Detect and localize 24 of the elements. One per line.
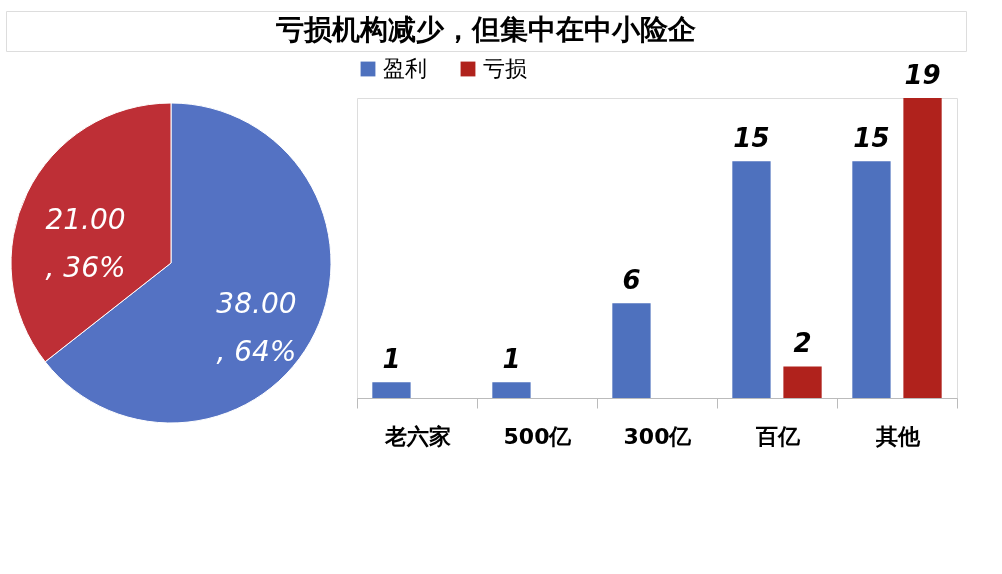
data-label: 19 bbox=[904, 60, 941, 90]
x-tick-label: 其他 bbox=[874, 423, 921, 449]
bar bbox=[903, 98, 942, 398]
data-label: 2 bbox=[793, 328, 812, 359]
x-tick-label: 百亿 bbox=[754, 423, 801, 449]
data-label: 15 bbox=[853, 123, 890, 154]
x-tick-label: 500亿 bbox=[503, 423, 573, 449]
data-label: 21.00 , 36% bbox=[45, 203, 126, 285]
bar bbox=[372, 382, 411, 398]
text: 亏损机构减少，但集中在中小险企 bbox=[275, 13, 696, 46]
data-label: 38.00 , 64% bbox=[216, 286, 297, 368]
bar bbox=[492, 382, 531, 398]
legend-label: 盈利 bbox=[383, 56, 427, 81]
data-label: 15 bbox=[733, 123, 770, 154]
x-tick-label: 300亿 bbox=[623, 423, 693, 449]
data-label: 1 bbox=[502, 344, 521, 375]
data-label: 6 bbox=[622, 265, 641, 296]
x-tick-label: 老六家 bbox=[383, 423, 451, 449]
bar bbox=[612, 303, 651, 398]
data-label: 1 bbox=[382, 344, 401, 375]
bar bbox=[732, 161, 771, 398]
legend-label: 亏损 bbox=[483, 56, 527, 81]
bar bbox=[852, 161, 891, 398]
bar bbox=[783, 366, 822, 398]
